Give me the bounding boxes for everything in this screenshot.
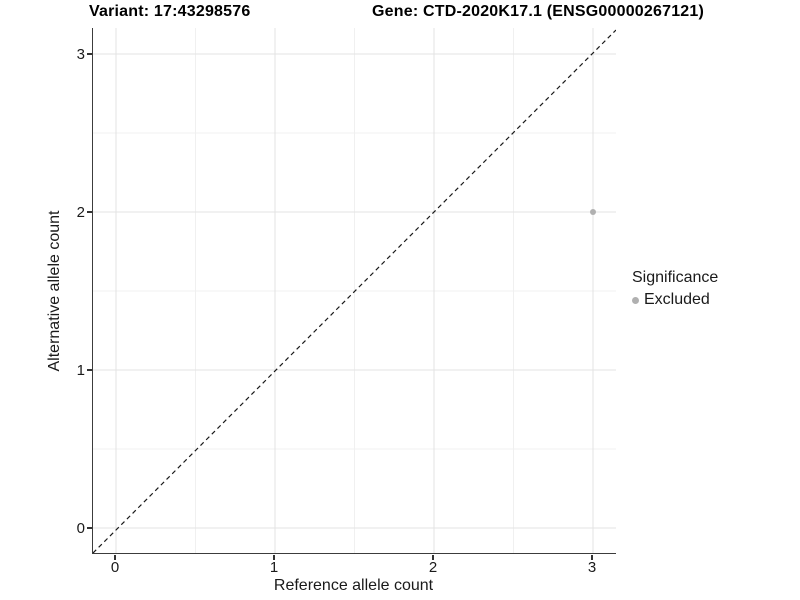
x-tick-label-3: 3	[587, 559, 597, 576]
x-tick-1	[273, 555, 275, 560]
legend-key-dot-icon	[632, 296, 639, 304]
grid-minor	[93, 28, 616, 553]
y-axis-title: Alternative allele count	[46, 210, 63, 372]
variant-title: Variant: 17:43298576	[89, 3, 251, 20]
legend-item-label: Excluded	[644, 291, 710, 308]
y-tick-3	[87, 53, 92, 55]
y-tick-label-3: 3	[76, 46, 85, 63]
y-tick-2	[87, 211, 92, 213]
identity-reference-line	[93, 29, 616, 553]
plot-canvas	[93, 28, 616, 553]
x-axis-title: Reference allele count	[273, 577, 434, 594]
x-tick-label-2: 2	[428, 559, 438, 576]
y-tick-label-1: 1	[76, 362, 85, 379]
y-tick-label-0: 0	[76, 520, 85, 537]
y-tick-1	[87, 369, 92, 371]
x-tick-label-0: 0	[110, 559, 120, 576]
legend-item-excluded: Excluded	[632, 291, 718, 309]
y-tick-label-2: 2	[76, 204, 85, 221]
plot-panel	[92, 28, 616, 554]
legend: Significance Excluded	[632, 269, 718, 309]
data-point-excluded	[590, 209, 596, 215]
x-tick-label-1: 1	[269, 559, 279, 576]
grid-major	[93, 28, 616, 553]
legend-title: Significance	[632, 269, 719, 286]
x-tick-0	[114, 555, 116, 560]
x-tick-2	[432, 555, 434, 560]
y-tick-0	[87, 527, 92, 529]
x-tick-3	[591, 555, 593, 560]
gene-title: Gene: CTD-2020K17.1 (ENSG00000267121)	[372, 3, 705, 20]
